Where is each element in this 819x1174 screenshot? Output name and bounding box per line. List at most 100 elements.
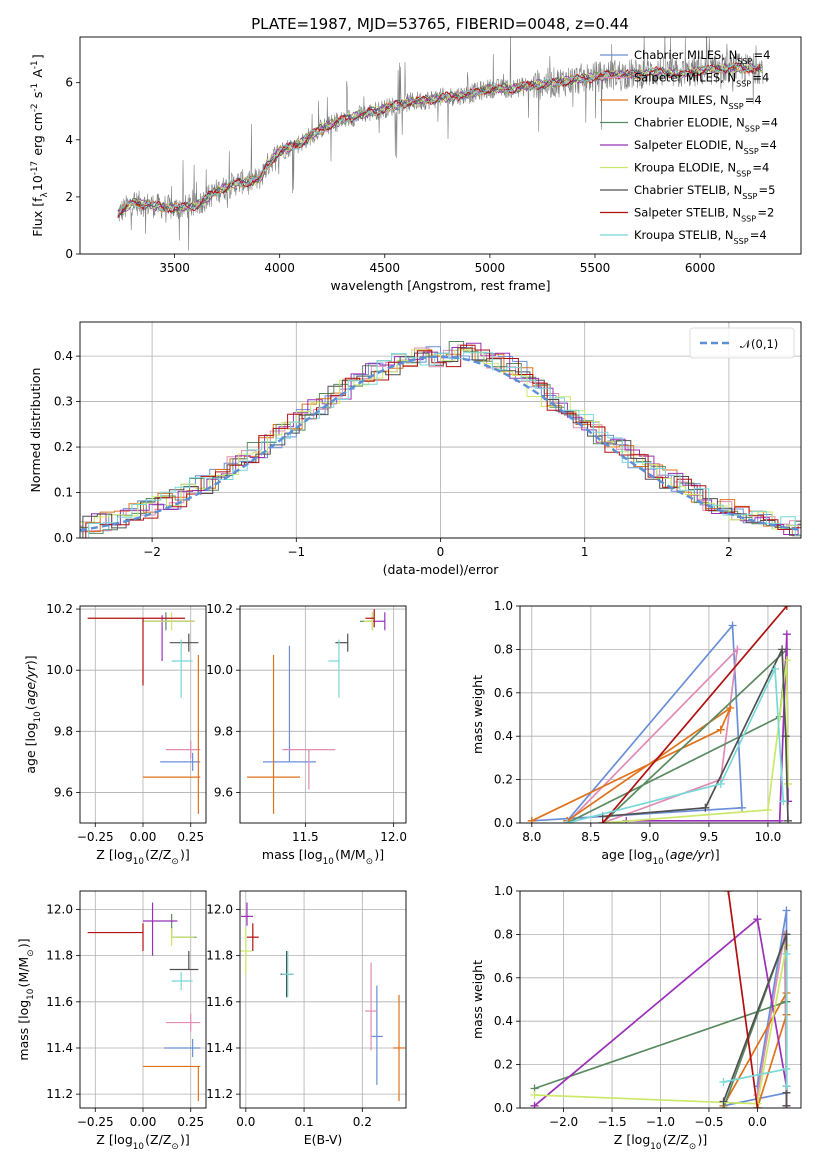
x-tick-label: −0.5 <box>694 1115 723 1129</box>
y-tick-label: 9.8 <box>214 724 233 738</box>
weight-point-chabrier_stelib <box>784 816 793 823</box>
age-vs-mass-xlabel: mass [log10 (M/M⊙ )] <box>262 847 384 867</box>
x-tick-label: 1 <box>581 545 589 559</box>
spectrum-ylabel: Flux [fλ 10-17 erg cm-2 s-1 A-1 ] <box>30 54 50 237</box>
mass-vs-Z-xlabel: Z [log10 (Z/Z⊙ )] <box>96 1132 189 1152</box>
legend-entry-kroupa_miles: Kroupa MILES, NSSP =4 <box>634 93 762 111</box>
y-tick-label: 4 <box>65 133 73 147</box>
x-tick-label: 0 <box>437 545 445 559</box>
y-tick-label: 11.8 <box>206 949 233 963</box>
residuals-xlabel: (data-model)/error <box>383 562 500 577</box>
histogram-chabrier_stelib <box>82 347 801 538</box>
weight-vs-age-ylabel: mass weight <box>470 675 485 754</box>
y-tick-label: 0.6 <box>494 686 513 700</box>
weight-vs-age-plot-area <box>527 606 793 823</box>
x-tick-label: 11.5 <box>292 830 319 844</box>
x-tick-label: −1 <box>287 545 305 559</box>
weight-line-kroupa_miles <box>531 705 733 822</box>
y-tick-label: 11.2 <box>206 1087 233 1101</box>
mass-vs-ebv-frame <box>239 890 407 1109</box>
mass-vs-Z-axes: −0.25 0.00 0.25 11.2 11.4 11.6 11.8 12.0 Z [log1… <box>16 890 207 1152</box>
x-tick-label: 3500 <box>159 261 190 275</box>
legend-entry-salpeter_stelib: Salpeter STELIB, NSSP =2 <box>634 206 774 224</box>
y-tick-label: 10.0 <box>46 663 73 677</box>
x-tick-label: 0.00 <box>130 830 157 844</box>
weight-point-kroupa_stelib <box>771 664 780 673</box>
weight-point-salpeter_miles <box>733 645 742 654</box>
x-tick-label: −0.25 <box>77 1115 114 1129</box>
weight-vs-age-axes: 8.0 8.5 9.0 9.5 10.0 0.0 0.2 0.4 0.6 0.8 1.0 age [l… <box>470 599 802 867</box>
weight-line-salpeter_stelib <box>601 606 788 823</box>
weight-point-kroupa_miles <box>726 703 735 712</box>
weight-point-kroupa_stelib <box>782 949 791 958</box>
y-tick-label: 12.0 <box>206 902 233 916</box>
spectrum-xlabel: wavelength [Angstrom, rest frame] <box>330 278 550 293</box>
weight-point-salpeter_elodie <box>775 816 784 823</box>
weight-point-chabrier_stelib <box>781 732 790 741</box>
weight-point-chabrier_stelib <box>701 803 710 812</box>
x-tick-label: 12.0 <box>380 830 407 844</box>
model-line-salpeter_stelib <box>117 62 763 218</box>
weight-point-chabrier_miles <box>782 906 791 915</box>
weight-point-chabrier_stelib <box>719 1097 728 1106</box>
y-tick-label: 11.2 <box>46 1087 73 1101</box>
weight-line-salpeter_stelib <box>727 891 759 1108</box>
y-tick-label: 9.6 <box>214 785 233 799</box>
x-tick-label: 10.0 <box>755 830 782 844</box>
weight-point-kroupa_miles <box>716 725 725 734</box>
x-tick-label: 0.25 <box>177 830 204 844</box>
y-tick-label: 0.0 <box>494 816 513 830</box>
legend-entry-gaussian: 𝒩(0,1) <box>740 337 778 351</box>
y-tick-label: 0.4 <box>494 1014 513 1028</box>
x-tick-label: 0.00 <box>130 1115 157 1129</box>
residuals-ylabel: Normed distribution <box>28 368 43 493</box>
spectrum-axes: 3500 4000 4500 5000 5500 6000 0 2 4 6 wavelength [… <box>30 36 802 293</box>
weight-point-chabrier_stelib <box>778 645 787 654</box>
weight-point-kroupa_elodie <box>763 805 772 814</box>
histogram-kroupa_elodie <box>80 349 801 538</box>
y-tick-label: 12.0 <box>46 902 73 916</box>
y-tick-label: 0.4 <box>494 729 513 743</box>
y-tick-label: 11.6 <box>206 995 233 1009</box>
weight-vs-Z-frame <box>519 890 802 1109</box>
y-tick-label: 11.6 <box>46 995 73 1009</box>
weight-point-salpeter_elodie <box>753 915 762 924</box>
y-tick-label: 0.6 <box>494 971 513 985</box>
x-tick-label: 9.5 <box>699 830 718 844</box>
weight-point-chabrier_miles <box>737 803 746 812</box>
legend-box <box>689 327 795 359</box>
mass-vs-ebv-plot-area <box>240 902 406 1102</box>
age-vs-Z-frame <box>79 605 207 824</box>
y-tick-label: 0.2 <box>54 440 73 454</box>
legend-entry-chabrier_elodie: Chabrier ELODIE, NSSP =4 <box>634 116 778 134</box>
weight-line-kroupa_stelib <box>723 953 788 1087</box>
y-tick-label: 0.8 <box>494 642 513 656</box>
figure-title: PLATE=1987, MJD=53765, FIBERID=0048, z=0… <box>251 15 629 33</box>
weight-vs-Z-axes: −2.0 −1.5 −1.0 −0.5 0.0 0.0 0.2 0.4 0.6 0.8 1.0 Z [… <box>470 884 802 1152</box>
weight-point-salpeter_miles <box>753 1090 762 1099</box>
x-tick-label: 0.25 <box>177 1115 204 1129</box>
weight-point-kroupa_stelib <box>716 779 725 788</box>
weight-point-kroupa_elodie <box>784 779 793 788</box>
mass-vs-Z-ylabel: mass [log10 (M/M⊙ )] <box>16 938 36 1060</box>
weight-vs-Z-plot-area <box>530 891 791 1108</box>
weight-point-kroupa_elodie <box>530 1090 539 1099</box>
x-tick-label: −0.25 <box>77 830 114 844</box>
x-tick-label: −1.0 <box>646 1115 675 1129</box>
y-tick-label: 0.4 <box>54 349 73 363</box>
model-line-salpeter_elodie <box>117 62 763 213</box>
x-tick-label: 0.0 <box>236 1115 255 1129</box>
x-tick-label: −2 <box>143 545 161 559</box>
legend-entry-kroupa_stelib: Kroupa STELIB, NSSP =4 <box>634 228 767 246</box>
mass-vs-ebv-xlabel: E(B-V) <box>304 1132 343 1147</box>
y-tick-label: 0.3 <box>54 395 73 409</box>
x-tick-label: 4500 <box>370 261 401 275</box>
spectrum-plot-area <box>117 37 764 251</box>
age-vs-Z-axes: −0.25 0.00 0.25 9.6 9.8 10.0 10.2 Z [log10 (Z/Z… <box>23 602 207 867</box>
age-vs-Z-xlabel: Z [log10 (Z/Z⊙ )] <box>96 847 189 867</box>
x-tick-label: 4000 <box>264 261 295 275</box>
weight-point-salpeter_stelib <box>753 1104 762 1108</box>
weight-point-salpeter_stelib <box>782 606 791 610</box>
y-tick-label: 0.8 <box>494 927 513 941</box>
